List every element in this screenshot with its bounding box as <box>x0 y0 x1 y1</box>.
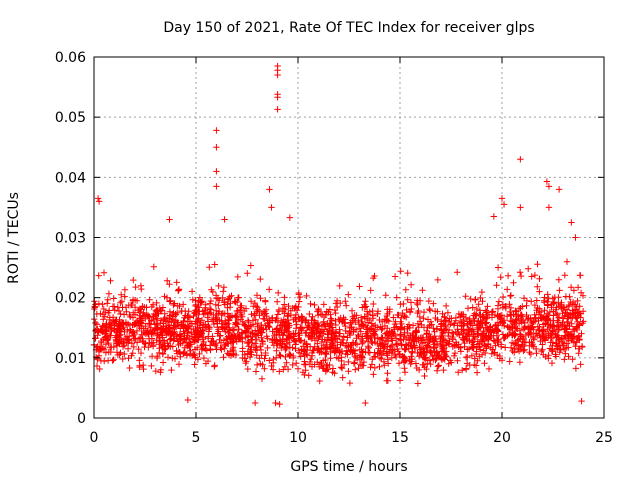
outlier-point <box>517 204 524 211</box>
y-tick-label: 0.06 <box>55 50 86 66</box>
outlier-point <box>94 195 102 202</box>
outlier-point <box>184 396 192 404</box>
outlier-point <box>572 234 579 241</box>
outlier-point <box>272 399 279 407</box>
grid <box>94 57 604 418</box>
outlier-point <box>578 397 585 405</box>
axis-ticks: 0 5 10 15 20 25 0 0.01 0.02 0.03 0.04 0.05 0.06 <box>55 50 613 446</box>
outlier-point <box>545 204 553 211</box>
outlier-point <box>543 178 551 185</box>
outlier-point <box>490 213 498 220</box>
x-tick-label: 5 <box>192 430 201 446</box>
x-tick-label: 15 <box>391 430 409 446</box>
outlier-point <box>498 195 506 202</box>
y-tick-label: 0.04 <box>55 170 86 186</box>
outlier-point <box>274 94 281 101</box>
outlier-point <box>213 127 220 134</box>
outlier-point <box>213 168 220 175</box>
y-tick-label: 0.05 <box>55 110 86 126</box>
outlier-point <box>213 144 220 151</box>
x-tick-label: 25 <box>595 430 613 446</box>
x-axis-label: GPS time / hours <box>290 459 407 475</box>
outlier-point <box>555 186 563 193</box>
outlier-point <box>545 183 553 190</box>
outlier-point <box>166 216 173 223</box>
outlier-point <box>274 106 281 113</box>
outlier-point <box>95 198 103 205</box>
x-tick-label: 0 <box>90 430 99 446</box>
outlier-point <box>268 204 275 211</box>
outlier-point <box>221 216 228 223</box>
outlier-point <box>286 214 294 221</box>
y-tick-label: 0.02 <box>55 291 86 307</box>
outlier-point <box>274 71 281 79</box>
x-tick-label: 20 <box>493 430 511 446</box>
outlier-point <box>568 219 575 226</box>
y-tick-label: 0.01 <box>55 351 86 367</box>
y-axis-label: ROTI / TECUs <box>6 192 22 284</box>
outlier-point <box>362 399 369 407</box>
outlier-point <box>276 400 283 408</box>
outlier-point <box>500 201 508 208</box>
chart-title: Day 150 of 2021, Rate Of TEC Index for r… <box>163 20 534 36</box>
y-tick-label: 0 <box>77 411 86 427</box>
outlier-point <box>213 183 220 190</box>
outlier-point <box>266 186 273 193</box>
y-tick-label: 0.03 <box>55 231 86 247</box>
outlier-point <box>251 399 259 407</box>
scatter-cloud <box>90 258 587 387</box>
outlier-point <box>517 156 524 163</box>
data-points <box>90 62 587 408</box>
x-tick-label: 10 <box>289 430 307 446</box>
